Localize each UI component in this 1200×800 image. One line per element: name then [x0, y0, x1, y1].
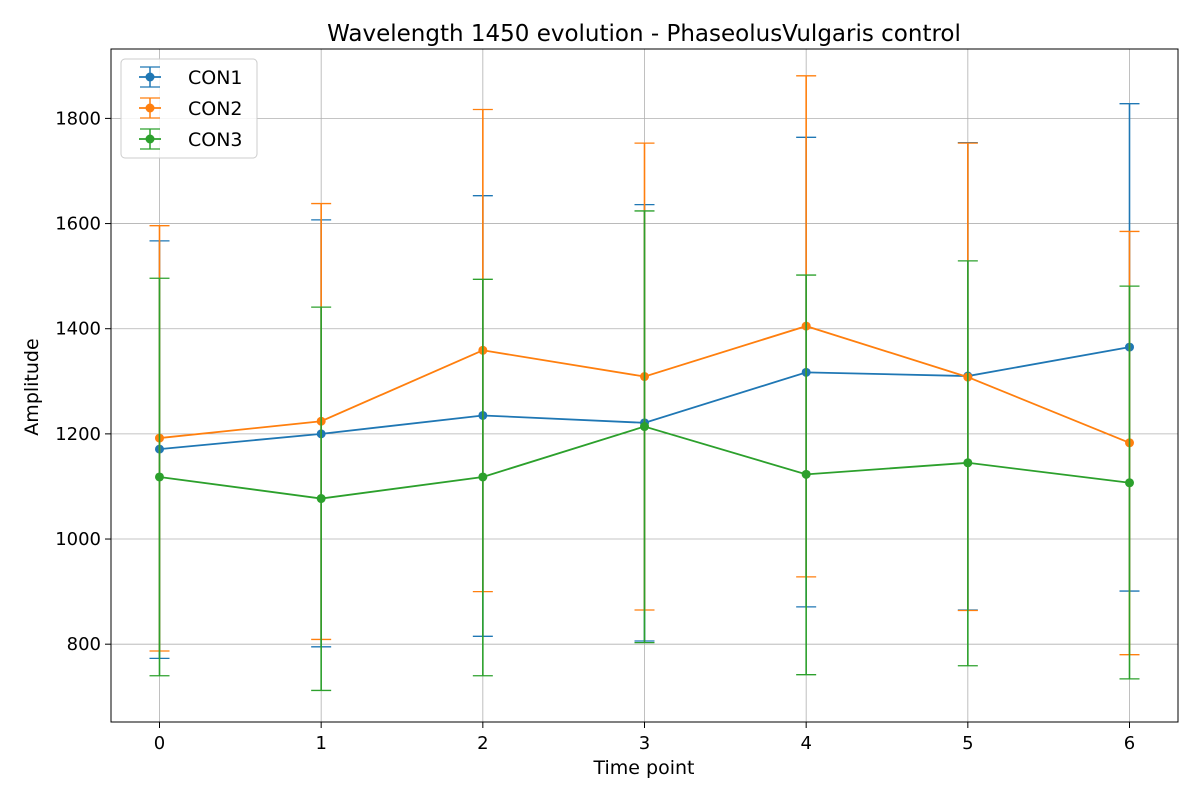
- x-tick-label: 0: [154, 733, 165, 754]
- x-tick-label: 6: [1124, 733, 1135, 754]
- x-tick-label: 3: [639, 733, 650, 754]
- legend-marker: [145, 103, 155, 113]
- legend-frame: [120, 58, 258, 159]
- legend-label: CON1: [188, 67, 243, 89]
- data-point: [1125, 478, 1134, 488]
- y-tick-label: 1800: [55, 108, 101, 129]
- y-tick-label: 1000: [55, 529, 101, 550]
- legend-label: CON2: [188, 98, 243, 120]
- y-tick-label: 800: [67, 634, 101, 655]
- x-tick-label: 2: [477, 733, 488, 754]
- x-axis-label: Time point: [593, 757, 695, 779]
- x-tick-label: 1: [315, 733, 326, 754]
- data-point: [801, 469, 811, 479]
- series-con3: [149, 210, 1140, 692]
- x-axis: 0 1 2 3 4 5 6: [154, 722, 1135, 754]
- data-point: [478, 472, 488, 482]
- data-point: [963, 458, 973, 468]
- x-tick-label: 4: [800, 733, 811, 754]
- data-point: [640, 422, 649, 432]
- legend-label: CON3: [188, 129, 243, 151]
- y-tick-label: 1400: [55, 319, 101, 340]
- y-tick-label: 1600: [55, 214, 101, 235]
- y-tick-label: 1200: [55, 424, 101, 445]
- data-point: [316, 494, 326, 504]
- legend-marker: [145, 134, 155, 144]
- legend-marker: [145, 72, 155, 82]
- plot-series: [149, 75, 1140, 692]
- y-axis: 800 1000 1200 1400 1600 1800: [55, 108, 111, 655]
- data-point: [155, 472, 164, 482]
- chart-title: Wavelength 1450 evolution - PhaseolusVul…: [327, 21, 961, 47]
- legend: CON1 CON2 CON3: [120, 58, 258, 159]
- plot-frame: [110, 48, 1179, 723]
- y-axis-label: Amplitude: [21, 338, 43, 435]
- x-tick-label: 5: [962, 733, 973, 754]
